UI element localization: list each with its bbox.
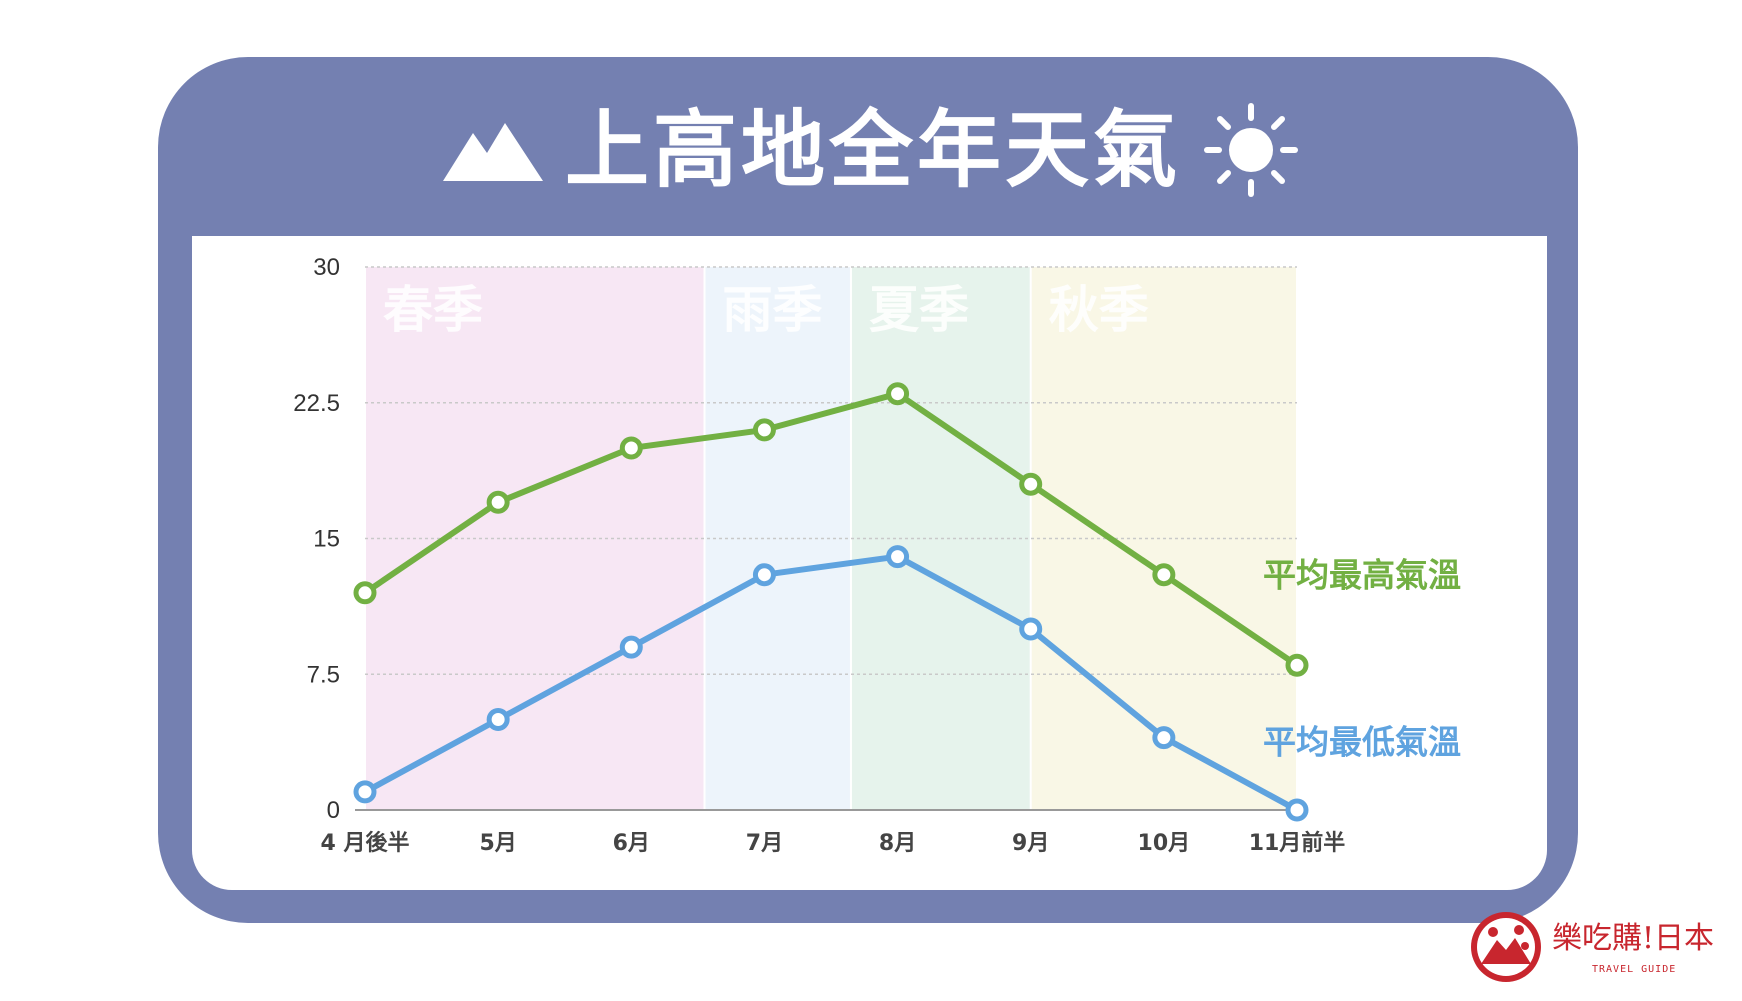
title-row: 上高地全年天氣: [0, 95, 1742, 205]
page-title: 上高地全年天氣: [564, 101, 1181, 199]
data-point: [486, 490, 510, 514]
chart-panel: 30 22.5 15 7.5 0 春季 雨季 夏季 秋季 4 月後半 5月 6月 7月 8月 9月 10月 11…: [192, 236, 1547, 890]
x-tick-label: 10月: [1138, 831, 1191, 856]
mountain-icon: [442, 123, 543, 181]
data-point: [353, 780, 377, 804]
y-tick-label: 7.5: [307, 661, 340, 688]
data-point: [1152, 563, 1176, 587]
data-point: [752, 418, 776, 442]
y-tick-label: 30: [313, 254, 340, 281]
brand-name: 樂吃購!日本: [1552, 921, 1715, 956]
x-tick-label: 9月: [1012, 831, 1049, 856]
data-point: [1152, 726, 1176, 750]
series-label: 平均最高氣溫: [1263, 556, 1461, 595]
x-tick-label: 11月前半: [1249, 830, 1346, 856]
season-label: 春季: [383, 281, 483, 339]
series-label: 平均最低氣溫: [1263, 723, 1461, 762]
data-point: [353, 581, 377, 605]
brand-subtitle: TRAVEL GUIDE: [1592, 964, 1677, 975]
data-point: [886, 545, 910, 569]
data-point: [486, 708, 510, 731]
series-line: [362, 390, 1300, 669]
x-tick-label: 4 月後半: [321, 830, 410, 856]
x-tick-label: 5月: [479, 831, 516, 856]
brand-watermark: 樂吃購!日本 TRAVEL GUIDE: [1462, 908, 1732, 988]
series-line: [362, 553, 1300, 813]
season-label: 秋季: [1049, 281, 1149, 339]
data-point: [1019, 617, 1043, 641]
x-tick-label: 8月: [879, 831, 916, 856]
season-label: 雨季: [723, 281, 823, 339]
data-point: [886, 382, 910, 406]
y-tick-label: 15: [313, 526, 340, 553]
sun-icon: [1204, 103, 1298, 197]
data-point: [1019, 472, 1043, 496]
season-label: 夏季: [869, 281, 969, 339]
data-point: [1285, 653, 1309, 677]
data-point: [1285, 798, 1309, 822]
data-point: [619, 436, 643, 460]
y-tick-label: 22.5: [293, 390, 340, 417]
brand-logo-icon: [1471, 912, 1541, 982]
season-band: [705, 267, 850, 810]
y-tick-label: 0: [327, 797, 340, 824]
data-point: [752, 563, 776, 587]
x-tick-label: 7月: [746, 831, 783, 856]
x-tick-label: 6月: [613, 831, 650, 856]
data-point: [619, 635, 643, 659]
temperature-chart: 30 22.5 15 7.5 0 春季 雨季 夏季 秋季 4 月後半 5月 6月 7月 8月 9月 10月 11…: [293, 254, 1461, 856]
